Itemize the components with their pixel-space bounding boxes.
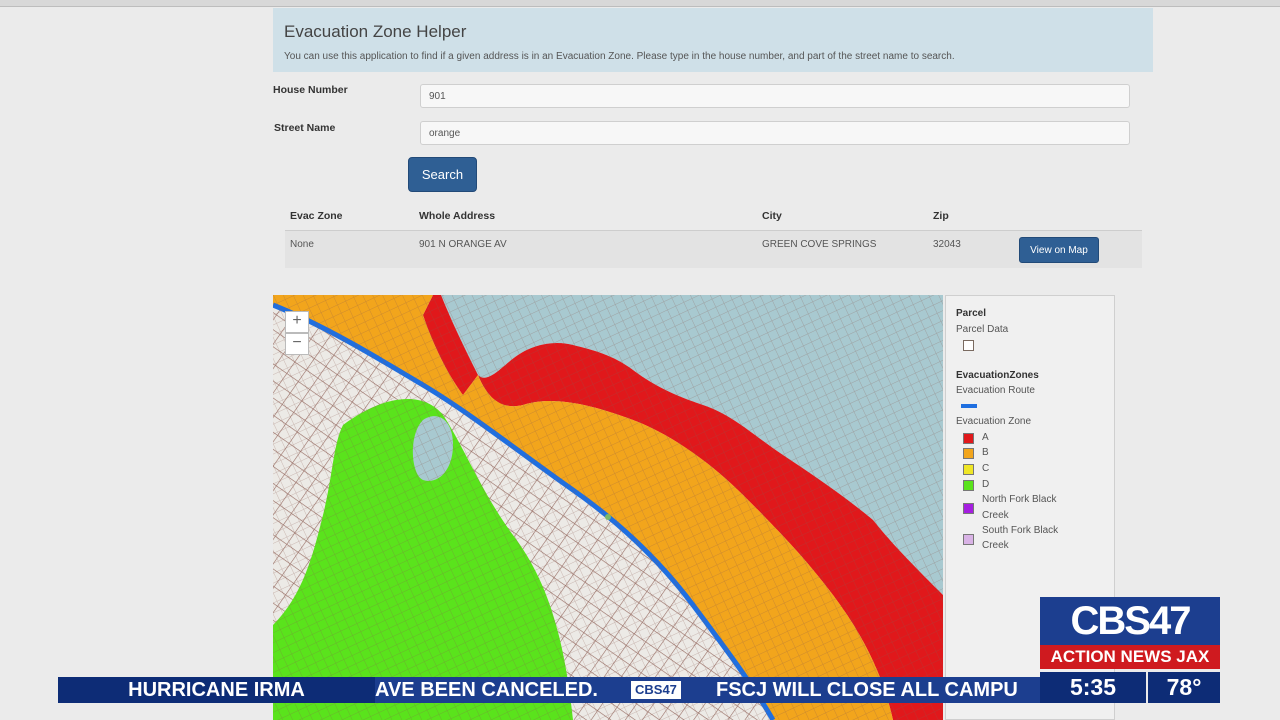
parcel-overlay xyxy=(273,295,943,720)
house-number-input[interactable] xyxy=(420,84,1130,108)
zone-b-swatch xyxy=(963,448,974,459)
map-canvas xyxy=(273,295,943,720)
zoom-out-button[interactable]: − xyxy=(285,333,309,355)
ticker-logo: CBS47 xyxy=(631,681,681,699)
south-fork-swatch xyxy=(963,534,974,545)
column-header-zip: Zip xyxy=(933,210,949,222)
legend-north-fork-line1: North Fork Black xyxy=(982,494,1057,505)
legend-north-fork-line2: Creek xyxy=(982,510,1009,521)
browser-chrome-strip xyxy=(0,0,1280,7)
legend-zone-c: C xyxy=(982,463,990,474)
map-marker xyxy=(605,514,611,520)
view-on-map-button[interactable]: View on Map xyxy=(1019,237,1099,263)
street-name-label: Street Name xyxy=(274,122,336,134)
legend-route-label: Evacuation Route xyxy=(956,385,1035,396)
ticker-headline-tag: HURRICANE IRMA xyxy=(58,677,375,703)
legend-zone-d: D xyxy=(982,479,990,490)
legend-south-fork-line2: Creek xyxy=(982,540,1009,551)
legend-evac-title: EvacuationZones xyxy=(956,370,1039,381)
cell-zip: 32043 xyxy=(933,239,961,250)
route-swatch xyxy=(961,404,977,408)
table-divider xyxy=(285,230,1142,231)
broadcast-time: 5:35 xyxy=(1040,672,1146,703)
station-name: ACTION NEWS JAX xyxy=(1040,645,1220,669)
table-row xyxy=(285,231,1142,268)
cell-whole-address: 901 N ORANGE AV xyxy=(419,239,507,250)
zone-a-swatch xyxy=(963,433,974,444)
ticker-text-1: AVE BEEN CANCELED. xyxy=(375,679,598,701)
legend-zone-label: Evacuation Zone xyxy=(956,416,1032,427)
legend-zone-a: A xyxy=(982,432,989,443)
ticker-text-2: FSCJ WILL CLOSE ALL CAMPU xyxy=(716,679,1018,701)
evacuation-map[interactable]: + − xyxy=(273,295,943,720)
legend-zone-b: B xyxy=(982,447,989,458)
cell-evac-zone: None xyxy=(290,239,314,250)
column-header-evac-zone: Evac Zone xyxy=(290,210,343,222)
app-description: You can use this application to find if … xyxy=(284,51,955,62)
page-title: Evacuation Zone Helper xyxy=(284,22,467,41)
search-button[interactable]: Search xyxy=(408,157,477,192)
legend-parcel-sub: Parcel Data xyxy=(956,324,1009,335)
broadcast-temperature: 78° xyxy=(1148,672,1220,703)
column-header-whole-address: Whole Address xyxy=(419,210,496,222)
legend-parcel-title: Parcel xyxy=(956,308,987,319)
zone-d-swatch xyxy=(963,480,974,491)
zone-c-swatch xyxy=(963,464,974,475)
station-logo: CBS47 xyxy=(1040,597,1220,645)
news-ticker: HURRICANE IRMA AVE BEEN CANCELED. CBS47 … xyxy=(58,677,1040,703)
street-name-input[interactable] xyxy=(420,121,1130,145)
zoom-in-button[interactable]: + xyxy=(285,311,309,333)
cell-city: GREEN COVE SPRINGS xyxy=(762,239,877,250)
column-header-city: City xyxy=(762,210,782,222)
app-header: Evacuation Zone Helper You can use this … xyxy=(273,8,1153,72)
parcel-swatch xyxy=(963,340,974,351)
house-number-label: House Number xyxy=(273,84,348,96)
north-fork-swatch xyxy=(963,503,974,514)
legend-south-fork-line1: South Fork Black xyxy=(982,525,1059,536)
